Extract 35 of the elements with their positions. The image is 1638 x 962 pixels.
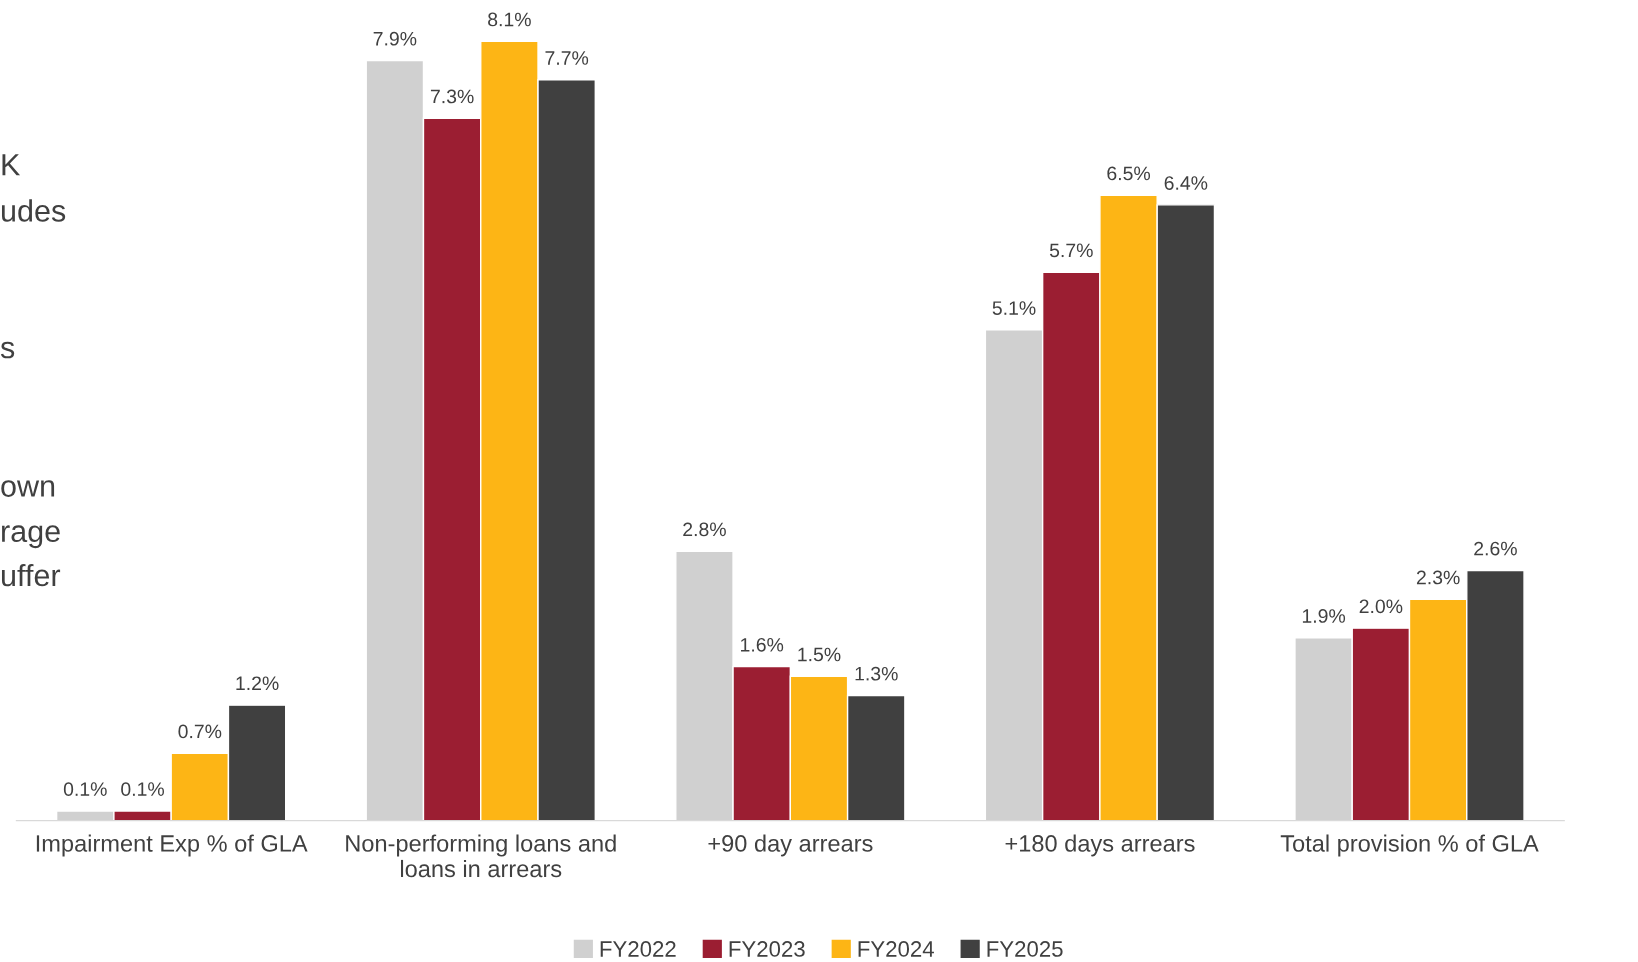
- data-label: 5.7%: [1049, 243, 1093, 258]
- x-tick-label: +180 days arrears: [1005, 834, 1195, 857]
- data-label: 7.3%: [430, 89, 474, 104]
- x-tick-label: Total provision % of GLA: [1280, 834, 1539, 857]
- annotation: rage: [2, 525, 60, 549]
- data-label: 7.7%: [545, 51, 589, 65]
- legend-label: FY2022: [600, 941, 676, 957]
- data-label: 0.1%: [63, 782, 107, 797]
- data-label: 1.3%: [855, 666, 898, 681]
- data-label: 2.8%: [683, 522, 726, 537]
- data-label: 5.1%: [992, 301, 1036, 315]
- data-label: 0.7%: [178, 724, 222, 739]
- legend-label: FY2025: [987, 941, 1063, 957]
- annotation: udes: [1, 199, 66, 222]
- data-label: 2.6%: [1474, 541, 1517, 556]
- data-label: 2.3%: [1416, 570, 1460, 585]
- data-label: 7.9%: [373, 31, 417, 46]
- x-tick-label: +90 day arrears: [708, 834, 873, 857]
- data-label: 1.5%: [798, 647, 841, 662]
- legend-label: FY2024: [858, 941, 934, 957]
- data-label: 6.5%: [1107, 166, 1151, 181]
- data-label: 2.0%: [1359, 599, 1403, 614]
- annotation: own: [1, 480, 55, 497]
- data-label: 6.4%: [1164, 176, 1208, 190]
- data-label: 1.2%: [236, 676, 279, 691]
- data-label: 1.6%: [741, 637, 784, 652]
- data-label: 0.1%: [121, 782, 164, 797]
- annotation: K: [2, 154, 21, 176]
- text: s: [0, 341, 15, 359]
- x-tick-label: Non-performing loans and loans in arrears: [346, 834, 616, 878]
- legend-label: FY2023: [729, 941, 805, 957]
- annotation: uffer: [1, 563, 61, 587]
- data-label: 8.1%: [488, 12, 531, 27]
- data-label: 1.9%: [1302, 609, 1346, 623]
- x-tick-label: Impairment Exp % of GLA: [36, 834, 308, 857]
